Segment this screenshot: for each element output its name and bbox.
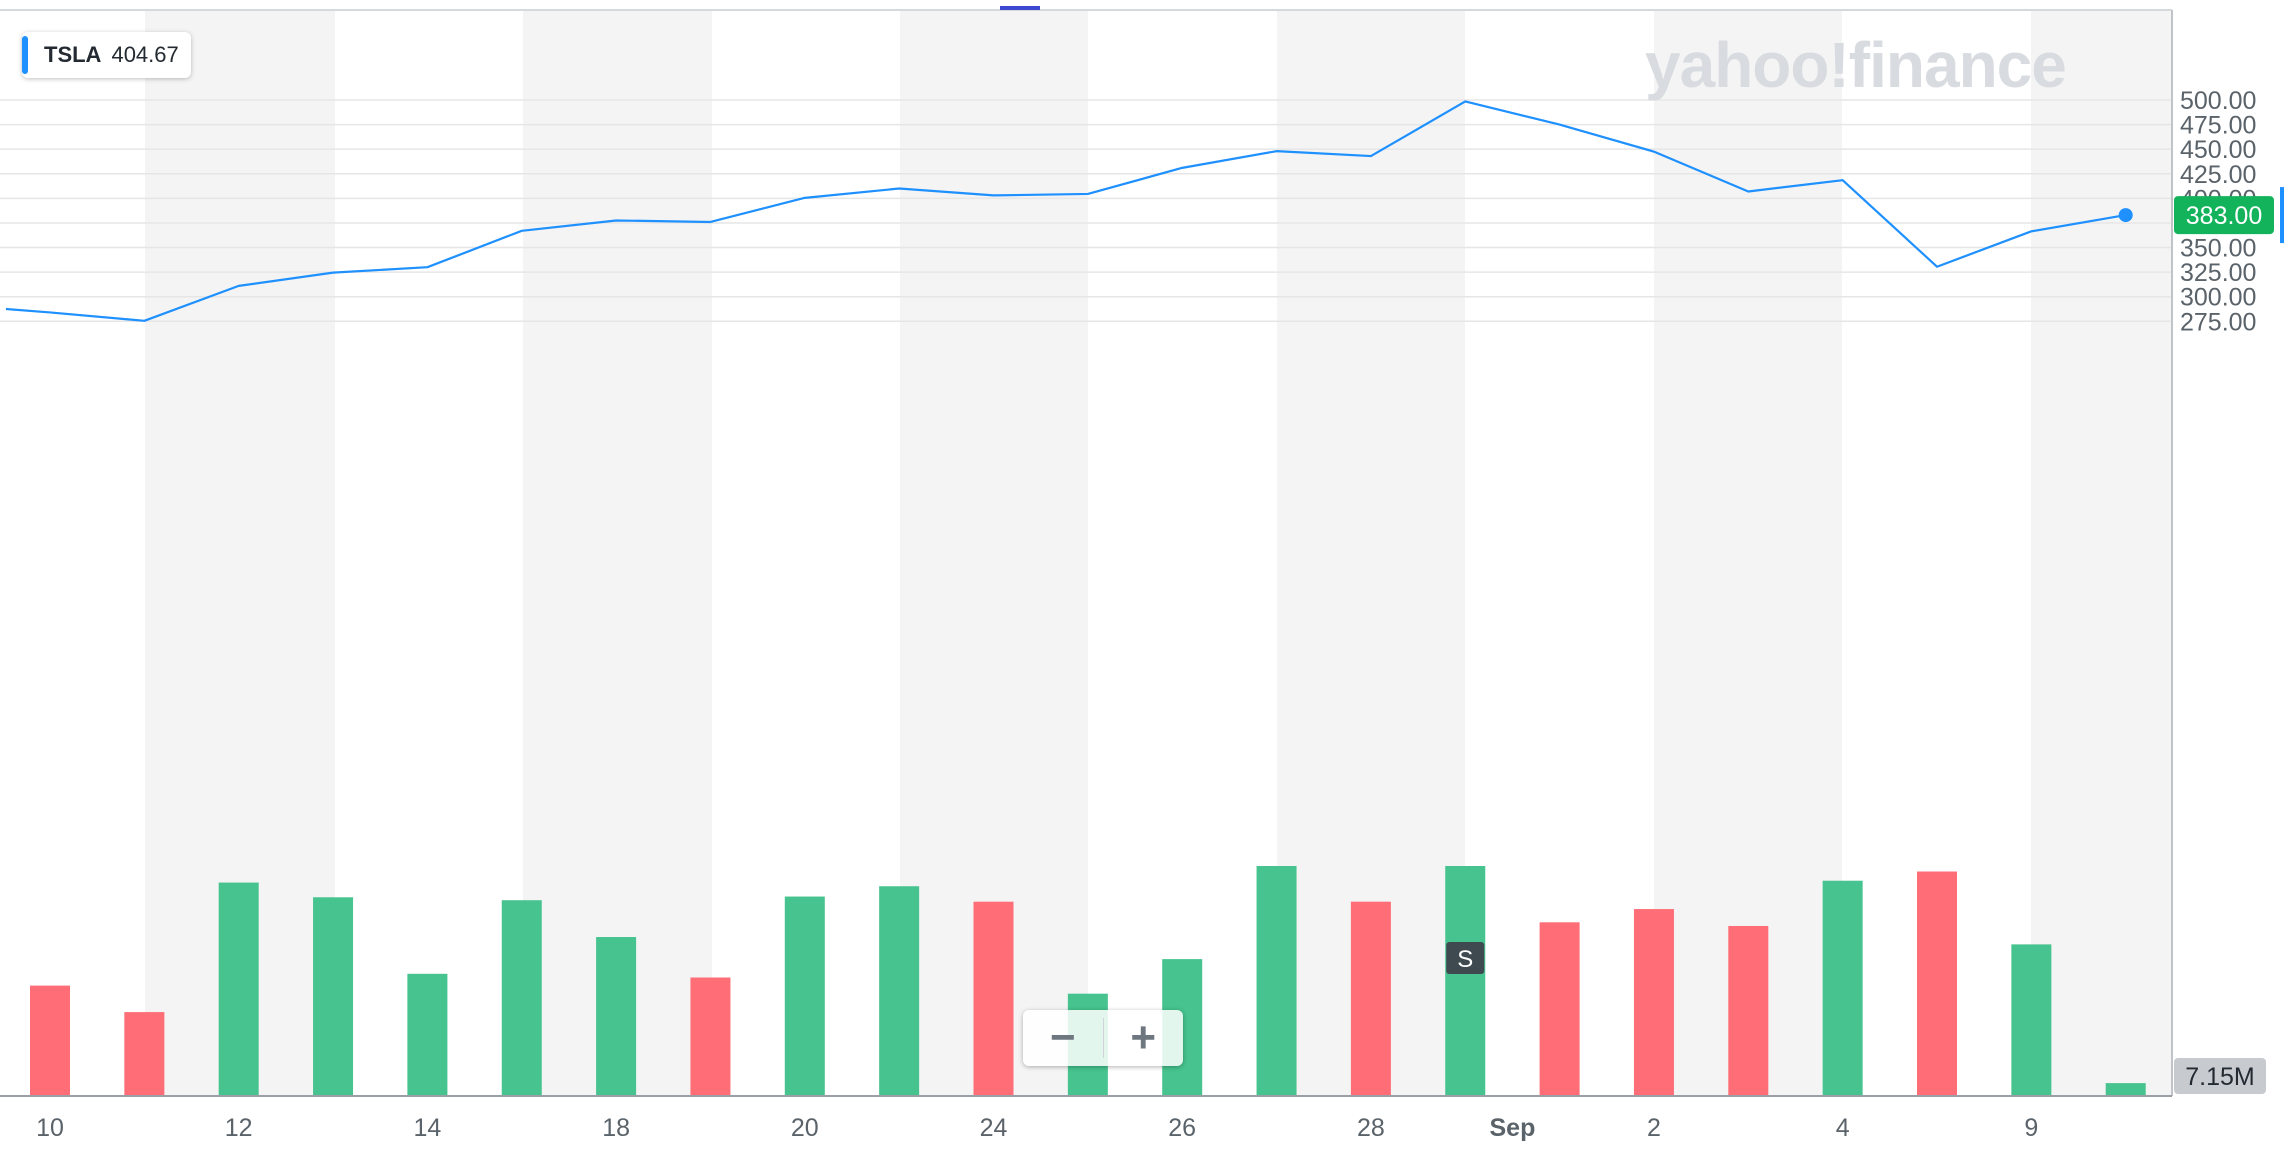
volume-bar [879, 886, 920, 1096]
price-tag-edge [2280, 187, 2284, 244]
x-tick-label: 14 [413, 1114, 441, 1142]
x-tick-label: 24 [980, 1114, 1008, 1142]
y-tick-label: 425.00 [2180, 161, 2256, 189]
volume-bar [1728, 925, 1769, 1096]
x-tick-label: 9 [2024, 1114, 2038, 1142]
x-tick-label: 18 [602, 1114, 630, 1142]
volume-tag-value: 7.15M [2185, 1063, 2254, 1091]
x-tick-label: 2 [1647, 1114, 1661, 1142]
volume-bar [313, 897, 354, 1096]
last-price-point [2118, 208, 2133, 223]
volume-bar [1917, 871, 1957, 1096]
x-tick-label: 12 [225, 1114, 253, 1142]
x-tick-label: 26 [1168, 1114, 1196, 1142]
x-tick-label: 4 [1836, 1114, 1850, 1142]
volume-bar [1350, 901, 1391, 1096]
ticker-value: 404.67 [111, 42, 179, 67]
y-tick-label: 300.00 [2180, 284, 2256, 312]
event-marker-label: S [1457, 946, 1473, 973]
ticker-symbol: TSLA [44, 42, 102, 67]
y-tick-label: 275.00 [2180, 308, 2256, 336]
event-marker [1446, 942, 1485, 974]
x-tick-label: 28 [1357, 1114, 1385, 1142]
volume-bar [2011, 944, 2052, 1096]
zoom-out-button[interactable]: − [1049, 1013, 1076, 1062]
price-line [5, 100, 2126, 322]
shaded-band [2031, 10, 2172, 1096]
volume-bar [1633, 909, 1674, 1096]
last-price-value: 383.00 [2186, 202, 2262, 230]
x-tick-label: 20 [791, 1114, 819, 1142]
volume-tag [2174, 1058, 2266, 1094]
volume-bar [596, 937, 637, 1096]
y-tick-label: 475.00 [2180, 112, 2256, 140]
y-tick-label: 500.00 [2180, 87, 2256, 115]
volume-bar [218, 882, 259, 1096]
y-tick-label: 350.00 [2180, 235, 2256, 263]
volume-bar [690, 977, 731, 1096]
volume-bar [2105, 1083, 2146, 1096]
volume-bar [784, 896, 825, 1096]
series-color-indicator [22, 36, 28, 74]
volume-bar [1822, 880, 1863, 1096]
ticker-label[interactable]: TSLA 404.67 [22, 32, 191, 78]
volume-bar [124, 1012, 165, 1096]
volume-bar [1539, 922, 1580, 1096]
volume-bar [407, 973, 448, 1096]
volume-bar [1256, 866, 1297, 1096]
y-tick-label: 450.00 [2180, 136, 2256, 164]
y-tick-label: 325.00 [2180, 259, 2256, 287]
zoom-in-button[interactable]: + [1130, 1013, 1157, 1062]
volume-bar [30, 985, 70, 1096]
shaded-band [523, 10, 712, 1096]
zoom-controls: − + [1023, 1010, 1183, 1066]
volume-bar [501, 900, 542, 1096]
volume-bar [973, 901, 1014, 1096]
range-indicator [1000, 6, 1040, 10]
last-price-tag [2174, 196, 2274, 235]
x-tick-label: 10 [36, 1114, 64, 1142]
volume-bar [1445, 866, 1486, 1096]
x-tick-label: Sep [1489, 1114, 1535, 1142]
yahoo-finance-logo: yahoo!finance [1645, 29, 2067, 101]
zoom-divider [1102, 1018, 1104, 1058]
